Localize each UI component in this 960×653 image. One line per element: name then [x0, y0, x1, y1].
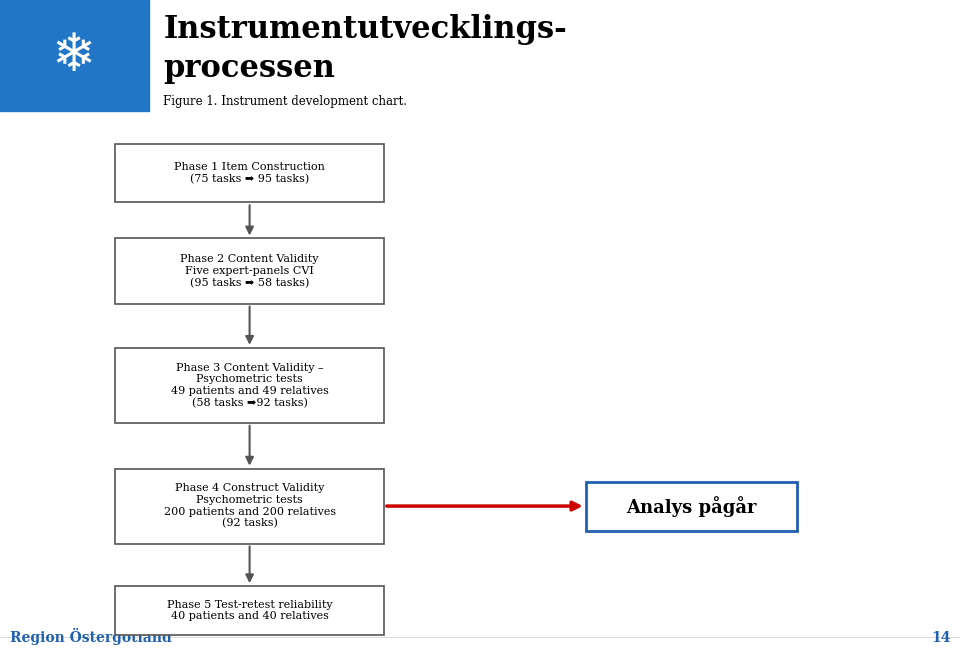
Text: processen: processen	[163, 53, 335, 84]
FancyBboxPatch shape	[0, 0, 149, 111]
Text: Phase 4 Construct Validity
Psychometric tests
200 patients and 200 relatives
(92: Phase 4 Construct Validity Psychometric …	[163, 483, 336, 529]
Text: Phase 2 Content Validity
Five expert-panels CVI
(95 tasks ➡ 58 tasks): Phase 2 Content Validity Five expert-pan…	[180, 254, 319, 288]
Text: Phase 1 Item Construction
(75 tasks ➡ 95 tasks): Phase 1 Item Construction (75 tasks ➡ 95…	[174, 162, 325, 184]
Text: ❄: ❄	[52, 29, 96, 82]
Text: Analys pågår: Analys pågår	[626, 496, 756, 517]
FancyBboxPatch shape	[586, 482, 797, 530]
FancyBboxPatch shape	[115, 469, 384, 543]
FancyBboxPatch shape	[115, 347, 384, 423]
Text: Region Östergötland: Region Östergötland	[10, 628, 171, 645]
Text: Instrumentutvecklings-: Instrumentutvecklings-	[163, 14, 567, 45]
Text: 14: 14	[931, 631, 950, 645]
Text: Phase 5 Test-retest reliability
40 patients and 40 relatives: Phase 5 Test-retest reliability 40 patie…	[167, 599, 332, 622]
FancyBboxPatch shape	[115, 586, 384, 635]
FancyBboxPatch shape	[115, 238, 384, 304]
Text: Phase 3 Content Validity –
Psychometric tests
49 patients and 49 relatives
(58 t: Phase 3 Content Validity – Psychometric …	[171, 362, 328, 408]
FancyBboxPatch shape	[115, 144, 384, 202]
Text: Figure 1. Instrument development chart.: Figure 1. Instrument development chart.	[163, 95, 407, 108]
